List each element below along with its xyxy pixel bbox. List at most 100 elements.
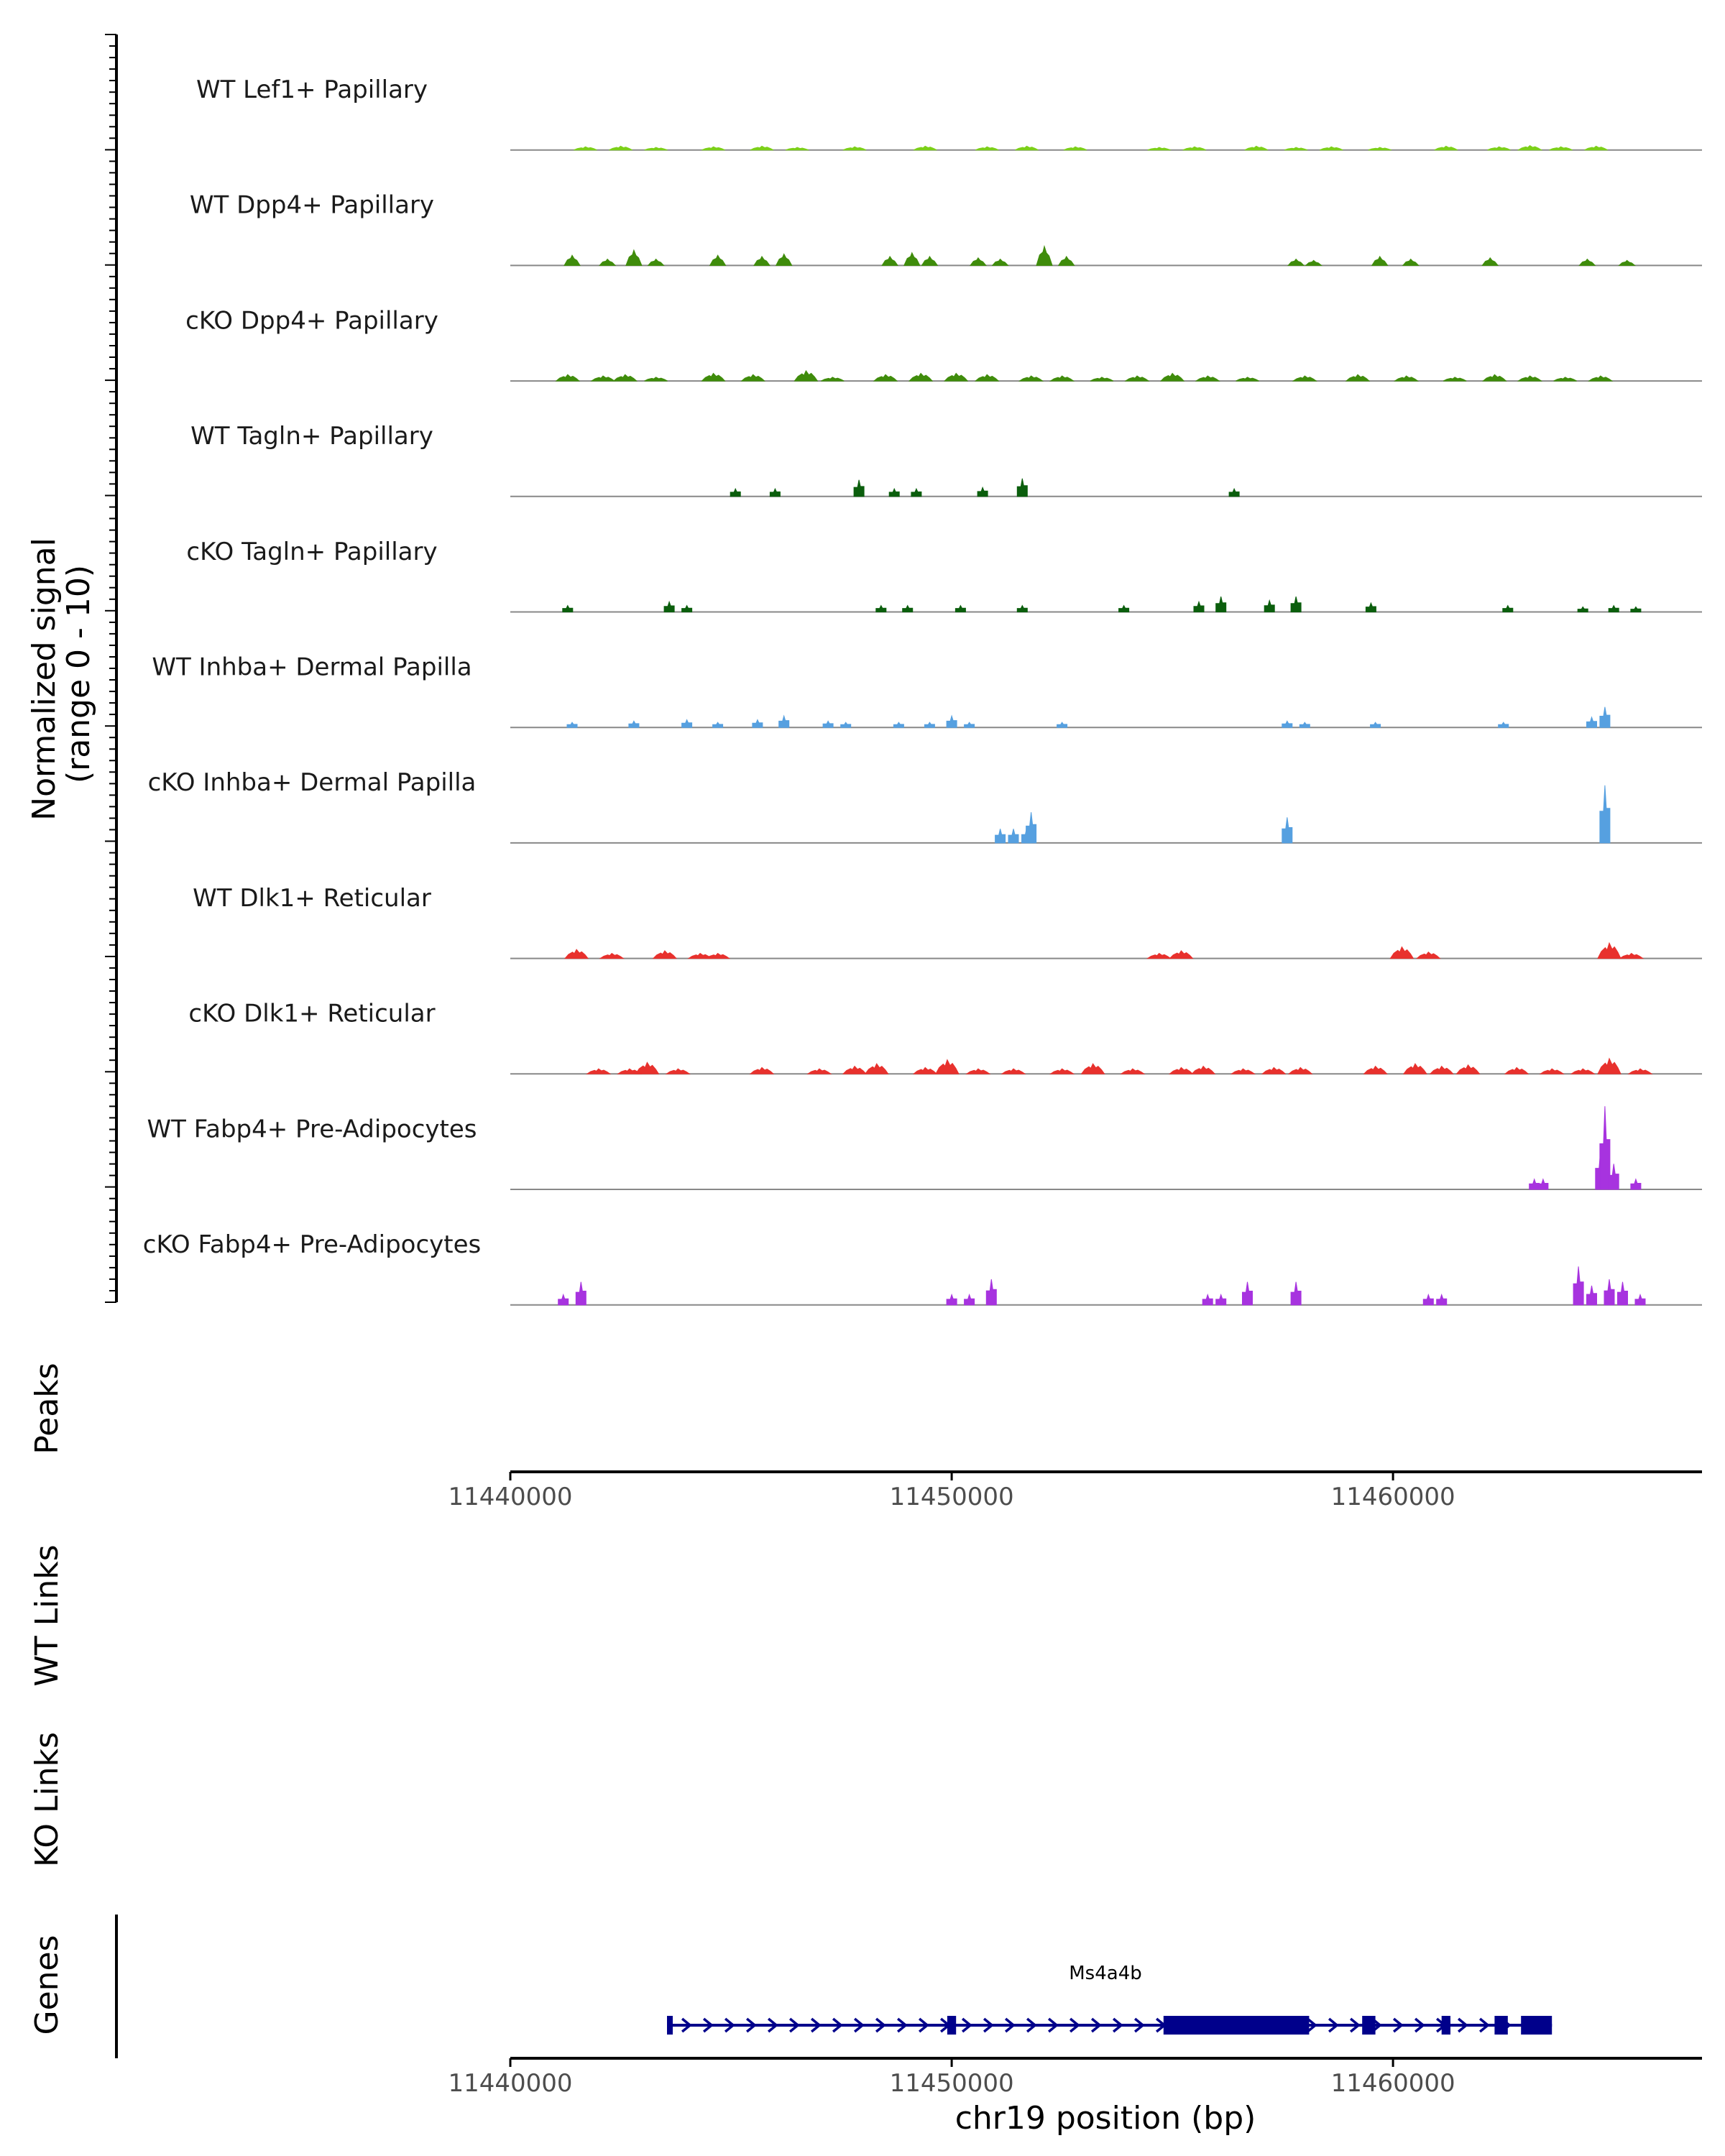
- coverage-peak: [702, 146, 725, 151]
- coverage-peak: [1320, 146, 1343, 151]
- coverage-peak: [590, 375, 616, 382]
- coverage-peak: [1415, 951, 1441, 959]
- coverage-peak: [1195, 375, 1220, 382]
- coverage-peak: [564, 949, 589, 959]
- coverage-peak: [1049, 1068, 1075, 1074]
- strand-arrow: [681, 2017, 692, 2033]
- coverage-peak: [881, 255, 899, 266]
- coverage-peak: [1363, 1065, 1388, 1074]
- coverage-peak: [794, 369, 819, 382]
- coverage-peak: [1630, 1178, 1642, 1190]
- coverage-peak: [1570, 1068, 1596, 1074]
- coverage-peak: [1228, 487, 1240, 497]
- coverage-peak: [712, 722, 724, 728]
- gene-exon: [1362, 2016, 1376, 2035]
- x-tick-label: 11440000: [448, 2069, 572, 2098]
- coverage-peak: [564, 254, 581, 266]
- coverage-peak: [1345, 374, 1371, 382]
- coverage-peak: [1090, 377, 1114, 382]
- strand-arrow: [918, 2017, 929, 2033]
- coverage-peak: [1015, 145, 1039, 151]
- coverage-peak: [965, 1068, 991, 1074]
- coverage-peak: [775, 253, 793, 266]
- strand-arrow: [745, 2017, 757, 2033]
- coverage-peak: [853, 479, 865, 497]
- coverage-peak: [1292, 375, 1317, 382]
- coverage-peak: [864, 1063, 889, 1074]
- coverage-peak: [1299, 722, 1310, 728]
- coverage-peak: [974, 374, 1000, 382]
- coverage-peak: [1422, 1293, 1434, 1306]
- strand-arrow: [832, 2017, 843, 2033]
- coverage-peak: [1597, 1057, 1622, 1074]
- y-axis-label-line1: Normalized signal: [26, 538, 63, 821]
- coverage-peak: [1147, 147, 1171, 151]
- coverage-peak: [609, 145, 632, 151]
- coverage-peak: [873, 374, 898, 382]
- coverage-peak: [1370, 722, 1381, 728]
- coverage-peak: [1182, 146, 1207, 151]
- coverage-peak: [1482, 374, 1507, 382]
- gene-name-label: Ms4a4b: [1069, 1963, 1142, 1984]
- coverage-peak: [822, 720, 834, 728]
- coverage-peak: [1230, 1068, 1256, 1074]
- coverage-peak: [842, 146, 867, 151]
- coverage-peak: [1402, 1063, 1427, 1074]
- coverage-peak: [977, 486, 988, 497]
- gene-exon: [1441, 2016, 1450, 2035]
- coverage-peak: [599, 952, 625, 959]
- gene-exon: [1494, 2016, 1508, 2035]
- coverage-peak: [1619, 952, 1644, 959]
- coverage-peak: [888, 487, 900, 497]
- coverage-peak: [1586, 716, 1597, 728]
- coverage-peak: [921, 255, 939, 266]
- coverage-peak: [1118, 604, 1130, 612]
- gene-exon: [667, 2016, 673, 2035]
- coverage-peak: [558, 1293, 569, 1306]
- y-axis-ticks: [105, 34, 116, 1303]
- coverage-peak: [1504, 1067, 1530, 1074]
- coverage-peak: [1215, 596, 1227, 612]
- coverage-peak: [913, 145, 937, 151]
- track-label: WT Lef1+ Papillary: [196, 75, 428, 104]
- coverage-peak: [1553, 377, 1577, 382]
- coverage-peak: [1305, 259, 1323, 266]
- coverage-peak: [1008, 829, 1019, 844]
- track-4: cKO Tagln+ Papillary: [186, 538, 1702, 613]
- coverage-peak: [1617, 1281, 1628, 1306]
- coverage-peak: [1498, 722, 1509, 728]
- track-label: cKO Dpp4+ Papillary: [185, 306, 438, 335]
- gene-exon: [1163, 2016, 1310, 2035]
- coverage-peak: [652, 950, 678, 959]
- coverage-peak: [769, 487, 781, 497]
- coverage-peak: [1371, 255, 1389, 266]
- coverage-peak: [1487, 146, 1511, 151]
- coverage-peak: [842, 1065, 868, 1074]
- coverage-peak: [635, 1061, 660, 1074]
- coverage-peak: [1049, 375, 1075, 382]
- coverage-peak: [912, 1067, 938, 1074]
- coverage-peak: [1517, 144, 1543, 151]
- coverage-peak: [1124, 375, 1150, 382]
- strand-arrow: [1457, 2017, 1468, 2033]
- coverage-peak: [1502, 604, 1514, 612]
- x-tick-label: 11450000: [890, 2069, 1014, 2098]
- y-axis-label: Normalized signal (range 0 - 10): [26, 528, 97, 821]
- coverage-peak: [1282, 817, 1293, 844]
- coverage-peak: [647, 258, 665, 266]
- coverage-peak: [1146, 952, 1172, 959]
- coverage-peak: [1599, 785, 1611, 844]
- ko-links-panel-label: KO Links: [29, 1732, 65, 1867]
- strand-arrow: [1090, 2017, 1102, 2033]
- coverage-peak: [1630, 606, 1642, 612]
- x-tick-label: 11450000: [890, 1483, 1014, 1511]
- coverage-peak: [1287, 1067, 1313, 1074]
- track-1: WT Dpp4+ Papillary: [190, 191, 1702, 267]
- track-label: WT Fabp4+ Pre-Adipocytes: [147, 1115, 477, 1143]
- coverage-peak: [1588, 375, 1614, 382]
- coverage-peak: [1290, 1281, 1302, 1306]
- coverage-peak: [935, 1059, 960, 1074]
- coverage-peak: [555, 374, 581, 382]
- strand-arrow: [1349, 2017, 1361, 2033]
- coverage-peak: [1057, 722, 1068, 728]
